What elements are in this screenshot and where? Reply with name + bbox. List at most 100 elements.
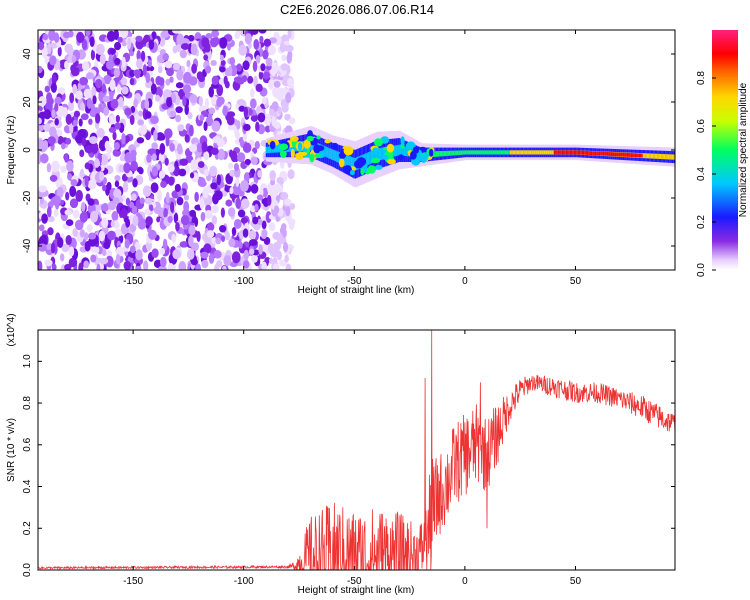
- band-core: [267, 146, 270, 154]
- noise-speckle: [182, 209, 188, 217]
- noise-speckle: [108, 127, 117, 134]
- noise-speckle: [100, 203, 110, 212]
- noise-speckle: [42, 33, 49, 41]
- spectrogram-x-label: Height of straight line (km): [298, 285, 415, 296]
- noise-speckle: [65, 219, 74, 227]
- band-core: [671, 154, 675, 160]
- band-peak: [618, 152, 622, 157]
- noise-speckle: [98, 230, 106, 242]
- noise-speckle: [57, 46, 62, 57]
- band-core: [498, 150, 501, 155]
- noise-speckle: [223, 75, 228, 86]
- band-peak: [629, 153, 632, 157]
- band-peak: [568, 150, 571, 155]
- band-core: [394, 145, 397, 157]
- band-core: [312, 140, 315, 152]
- noise-speckle: [136, 137, 145, 144]
- band-peak: [626, 152, 629, 157]
- band-core: [447, 150, 450, 156]
- noise-speckle: [247, 75, 254, 84]
- noise-speckle: [38, 117, 42, 125]
- band-core: [324, 146, 327, 157]
- noise-speckle: [113, 188, 122, 199]
- noise-speckle: [60, 165, 67, 173]
- noise-speckle: [234, 131, 241, 140]
- noise-speckle: [157, 65, 163, 74]
- noise-speckle: [130, 105, 136, 114]
- noise-speckle: [213, 250, 222, 259]
- noise-speckle: [276, 250, 283, 261]
- noise-speckle: [263, 236, 271, 245]
- noise-speckle: [67, 172, 73, 181]
- noise-speckle: [250, 115, 259, 122]
- noise-speckle: [186, 248, 195, 260]
- noise-speckle: [88, 118, 93, 125]
- noise-speckle: [200, 251, 209, 259]
- band-core: [667, 154, 671, 160]
- noise-speckle: [284, 254, 289, 263]
- band-core: [309, 139, 312, 151]
- noise-speckle: [107, 200, 117, 211]
- noise-speckle: [111, 210, 119, 222]
- noise-speckle: [65, 234, 72, 246]
- noise-speckle: [79, 211, 88, 223]
- band-core: [268, 146, 271, 154]
- noise-speckle: [172, 249, 181, 260]
- noise-speckle: [132, 178, 138, 188]
- noise-speckle: [108, 115, 117, 125]
- noise-speckle: [133, 98, 138, 109]
- band-peak: [609, 152, 612, 156]
- noise-speckle: [127, 37, 132, 50]
- noise-speckle: [107, 230, 116, 241]
- noise-speckle: [38, 243, 47, 252]
- band-peak: [557, 150, 560, 155]
- noise-speckle: [194, 217, 199, 227]
- noise-speckle: [45, 101, 53, 111]
- band-peak: [613, 152, 616, 157]
- noise-speckle: [44, 85, 50, 93]
- noise-speckle: [222, 105, 228, 117]
- noise-speckle: [164, 60, 173, 69]
- noise-speckle: [287, 30, 292, 39]
- band-core: [654, 153, 657, 159]
- band-core: [478, 150, 481, 155]
- noise-speckle: [217, 148, 225, 161]
- noise-speckle: [169, 110, 177, 117]
- snr-y-scale: (x10^4): [6, 313, 17, 346]
- noise-speckle: [135, 35, 143, 42]
- x-tick-label: 50: [570, 276, 582, 287]
- band-peak: [614, 152, 618, 157]
- band-core: [513, 150, 517, 155]
- noise-speckle: [241, 75, 248, 83]
- band-peak: [597, 151, 600, 156]
- noise-speckle: [54, 118, 59, 126]
- band-blotch: [349, 169, 355, 176]
- noise-speckle: [174, 183, 181, 193]
- noise-speckle: [189, 209, 197, 218]
- noise-speckle: [183, 201, 190, 213]
- noise-speckle: [79, 149, 85, 158]
- noise-speckle: [205, 42, 211, 53]
- noise-speckle: [288, 117, 296, 125]
- noise-speckle: [49, 55, 57, 66]
- band-core: [645, 153, 648, 159]
- noise-speckle: [118, 96, 124, 108]
- noise-speckle: [101, 249, 107, 257]
- noise-speckle: [280, 223, 287, 231]
- noise-speckle: [81, 38, 88, 50]
- band-core: [524, 150, 527, 155]
- noise-speckle: [103, 106, 110, 116]
- band-core: [661, 153, 664, 160]
- noise-speckle: [142, 64, 147, 76]
- noise-speckle: [215, 237, 221, 245]
- noise-speckle: [57, 87, 66, 95]
- band-core: [391, 145, 395, 158]
- noise-speckle: [225, 199, 233, 207]
- noise-speckle: [49, 174, 58, 182]
- band-peak: [571, 150, 574, 155]
- band-core: [503, 150, 506, 155]
- noise-speckle: [282, 74, 288, 84]
- noise-speckle: [158, 77, 165, 86]
- band-core: [333, 150, 336, 161]
- band-core: [377, 148, 380, 161]
